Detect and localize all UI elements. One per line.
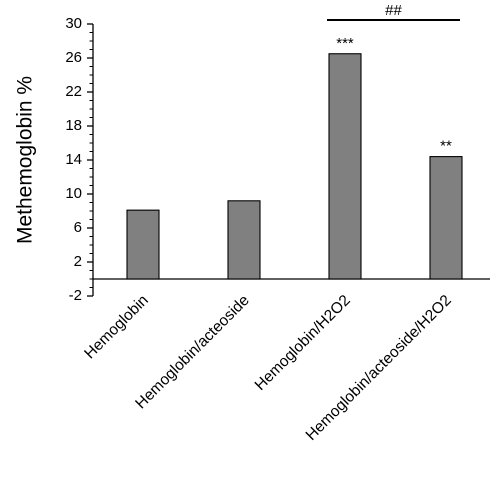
category-label: Hemoglobin: [81, 292, 152, 363]
y-tick-label: 14: [65, 151, 82, 168]
y-tick-label: 18: [65, 117, 82, 134]
category-label: Hemoglobin/H2O2: [252, 292, 354, 394]
y-tick-label: -2: [69, 287, 82, 304]
y-tick-label: 2: [74, 253, 82, 270]
y-tick-label: 6: [74, 219, 82, 236]
y-axis-title: Methemoglobin %: [14, 76, 37, 244]
bar-4: [429, 156, 463, 280]
bar-3: [328, 53, 362, 280]
y-tick-label: 30: [65, 15, 82, 32]
y-tick-label: 22: [65, 83, 82, 100]
significance-marker: **: [440, 138, 452, 155]
bars: [126, 53, 463, 280]
category-label: Hemoglobin/acteoside: [132, 292, 252, 412]
bar-1: [126, 209, 160, 280]
y-tick-label: 26: [65, 49, 82, 66]
bar-2: [227, 200, 261, 280]
significance-marker: ***: [336, 35, 354, 52]
y-tick-label: 10: [65, 185, 82, 202]
bracket-label: ##: [385, 2, 402, 19]
